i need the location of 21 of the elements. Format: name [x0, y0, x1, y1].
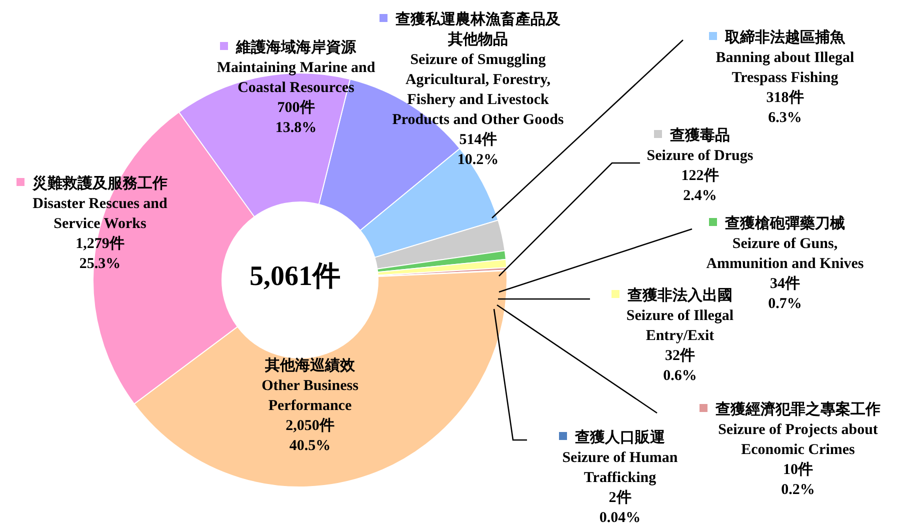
legend-label: 查獲非法入出國 Seizure of Illegal Entry/Exit: [626, 287, 734, 344]
legend-label: 查獲槍砲彈藥刀械 Seizure of Guns, Ammunition and Knives: [706, 215, 864, 272]
legend-label: 取締非法越區捕魚 Banning about Illegal Trespass Fishing: [716, 28, 854, 86]
legend-label: 查獲經濟犯罪之專案工作 Seizure of Projects about Economic Crimes: [714, 400, 880, 458]
data-label: 700件 13.8%: [275, 99, 317, 136]
data-label: 318件 6.3%: [766, 89, 804, 126]
data-label: 2件 0.04%: [599, 489, 641, 526]
legend-label: 查獲毒品 Seizure of Drugs: [646, 127, 754, 164]
data-label: 10件 0.2%: [781, 461, 815, 498]
data-label: 32件 0.6%: [663, 347, 697, 384]
slice-label: 其他海巡績效 Other Business Performance: [262, 357, 359, 414]
legend-label: 災難救護及服務工作 Disaster Rescues and Service Works: [32, 175, 168, 232]
data-label: 1,279件 25.3%: [76, 235, 124, 272]
data-label: 122件 2.4%: [681, 167, 719, 204]
text: 5,061件: [250, 261, 340, 292]
legend-label: 查獲私運農林漁畜產品及其他物品 Seizure of Smuggling Agricultural, Forestry, Fishery and Livestock Products and Other Goods: [392, 10, 564, 128]
legend-label: 查獲人口販運 Seizure of Human Trafficking: [562, 429, 678, 486]
data-label: 34件 0.7%: [768, 275, 802, 312]
data-label: 2,050件 40.5%: [286, 417, 334, 454]
legend-label: 維護海域海岸資源 Maintaining Marine and Coastal Resources: [216, 39, 376, 96]
data-label: 514件 10.2%: [457, 131, 499, 168]
